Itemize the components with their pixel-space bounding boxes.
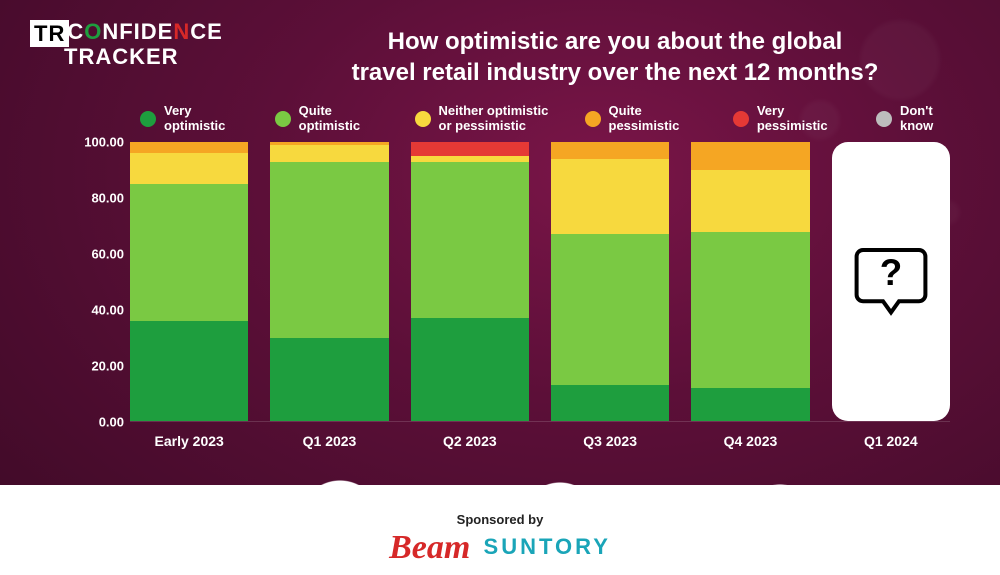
legend-item: Quite optimistic (275, 104, 385, 134)
bar-segment (691, 388, 809, 421)
y-axis: 0.0020.0040.0060.0080.00100.00 (74, 142, 124, 422)
x-label: Early 2023 (130, 427, 248, 449)
legend-label: Quite optimistic (299, 104, 385, 134)
bar-segment (411, 318, 529, 421)
legend-item: Neither optimistic or pessimistic (415, 104, 555, 134)
sponsor: Sponsored by Beam SUNTORY (0, 512, 1000, 567)
legend-swatch (415, 111, 431, 127)
chart-title: How optimistic are you about the globalt… (270, 20, 960, 88)
legend-label: Quite pessimistic (609, 104, 703, 134)
legend-label: Very optimistic (164, 104, 245, 134)
legend-swatch (275, 111, 291, 127)
header: TRCONFIDENCE TRACKER How optimistic are … (0, 0, 1000, 98)
bar-slot (411, 142, 529, 421)
future-placeholder: ? (832, 142, 950, 421)
bar-segment (551, 159, 669, 234)
question-icon: ? (851, 242, 931, 322)
legend-item: Quite pessimistic (585, 104, 703, 134)
footer: Sponsored by Beam SUNTORY (0, 495, 1000, 575)
bar-slot (691, 142, 809, 421)
legend-label: Neither optimistic or pessimistic (439, 104, 555, 134)
x-label: Q3 2023 (551, 427, 669, 449)
bar-segment (270, 338, 388, 422)
logo-box: TR (30, 20, 69, 47)
bar-segment (270, 145, 388, 162)
bar-segment (270, 162, 388, 338)
stacked-bar (130, 142, 248, 421)
legend-swatch (733, 111, 749, 127)
bar-segment (551, 234, 669, 385)
legend-swatch (876, 111, 892, 127)
stacked-bar (270, 142, 388, 421)
arrow-up-icon: O (84, 20, 102, 43)
y-tick: 60.00 (74, 247, 124, 262)
y-tick: 0.00 (74, 415, 124, 430)
stacked-bar (411, 142, 529, 421)
legend: Very optimistic Quite optimistic Neither o… (0, 98, 1000, 138)
svg-text:?: ? (880, 252, 902, 293)
chart: 0.0020.0040.0060.0080.00100.00 ? Early 2… (130, 142, 950, 447)
legend-swatch (585, 111, 601, 127)
y-tick: 100.00 (74, 135, 124, 150)
sponsor-brand-2: SUNTORY (484, 534, 611, 559)
bar-segment (691, 232, 809, 388)
legend-item: Very optimistic (140, 104, 245, 134)
stacked-bar (551, 142, 669, 421)
bar-segment (691, 170, 809, 231)
arrow-down-icon: N (173, 20, 190, 43)
y-tick: 40.00 (74, 303, 124, 318)
bar-segment (551, 142, 669, 159)
bar-segment (130, 321, 248, 421)
bar-segment (411, 162, 529, 318)
bar-segment (691, 142, 809, 170)
stacked-bar (691, 142, 809, 421)
bar-segment (130, 142, 248, 153)
bar-slot (551, 142, 669, 421)
bar-segment (130, 184, 248, 321)
logo: TRCONFIDENCE TRACKER (30, 20, 240, 68)
bar-segment (130, 153, 248, 184)
x-label: Q1 2024 (832, 427, 950, 449)
legend-label: Don't know (900, 104, 960, 134)
bar-segment (411, 142, 529, 156)
plot-area: ? (130, 142, 950, 422)
y-tick: 20.00 (74, 359, 124, 374)
x-label: Q1 2023 (270, 427, 388, 449)
legend-swatch (140, 111, 156, 127)
legend-item: Don't know (876, 104, 960, 134)
bar-slot: ? (832, 142, 950, 421)
bar-segment (551, 385, 669, 421)
sponsor-brand-1: Beam (389, 529, 470, 566)
x-label: Q2 2023 (411, 427, 529, 449)
sponsor-label: Sponsored by (0, 512, 1000, 527)
x-axis: Early 2023 Q1 2023 Q2 2023 Q3 2023 Q4 2023 Q1… (130, 427, 950, 449)
y-tick: 80.00 (74, 191, 124, 206)
bar-slot (270, 142, 388, 421)
bar-slot (130, 142, 248, 421)
x-label: Q4 2023 (691, 427, 809, 449)
